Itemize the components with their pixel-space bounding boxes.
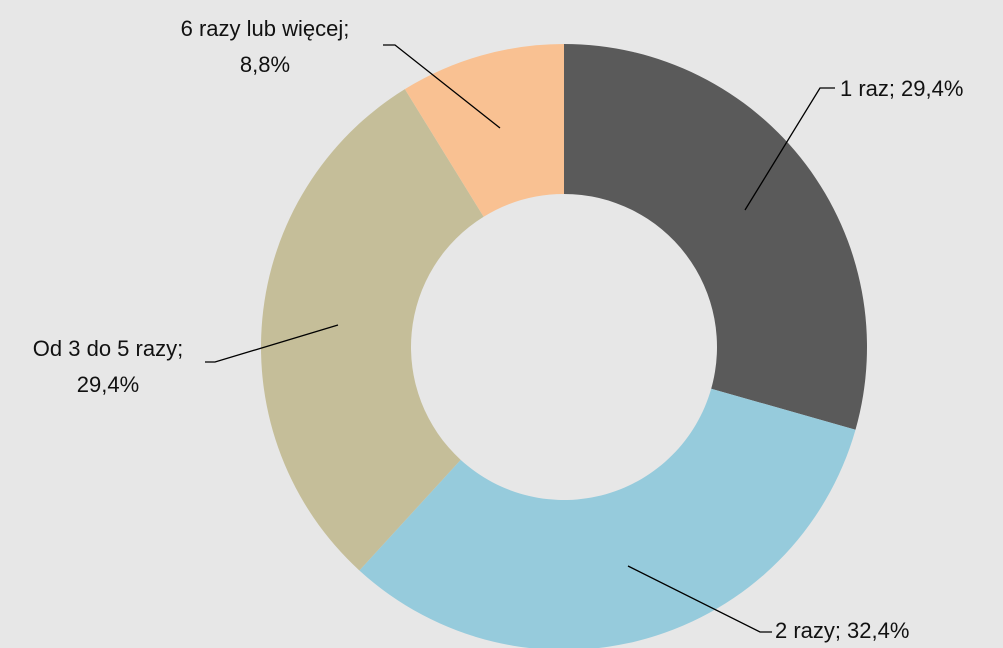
label-separator: ;	[177, 336, 183, 361]
label-separator: ;	[889, 76, 895, 101]
leader-line	[744, 87, 835, 211]
label-value: 29,4%	[77, 372, 139, 397]
donut-slice	[564, 44, 867, 430]
data-label: 1 raz; 29,4%	[840, 76, 963, 101]
label-category: 1 raz	[840, 76, 889, 101]
label-value: 29,4%	[901, 76, 963, 101]
leader-line	[627, 565, 772, 633]
label-category: 2 razy	[775, 618, 835, 643]
label-separator: ;	[835, 618, 841, 643]
data-label: Od 3 do 5 razy; 29,4%	[33, 336, 183, 397]
label-value: 32,4%	[847, 618, 909, 643]
label-category: Od 3 do 5 razy	[33, 336, 177, 361]
donut-slice	[404, 44, 564, 217]
label-value: 8,8%	[240, 52, 290, 77]
donut-slice	[260, 89, 484, 571]
leader-line	[205, 324, 339, 363]
leader-line	[383, 44, 501, 129]
label-category: 6 razy lub więcej	[181, 16, 344, 41]
data-label: 2 razy; 32,4%	[775, 618, 909, 643]
data-label: 6 razy lub więcej; 8,8%	[181, 16, 350, 77]
label-separator: ;	[343, 16, 349, 41]
donut-slice	[359, 388, 856, 648]
